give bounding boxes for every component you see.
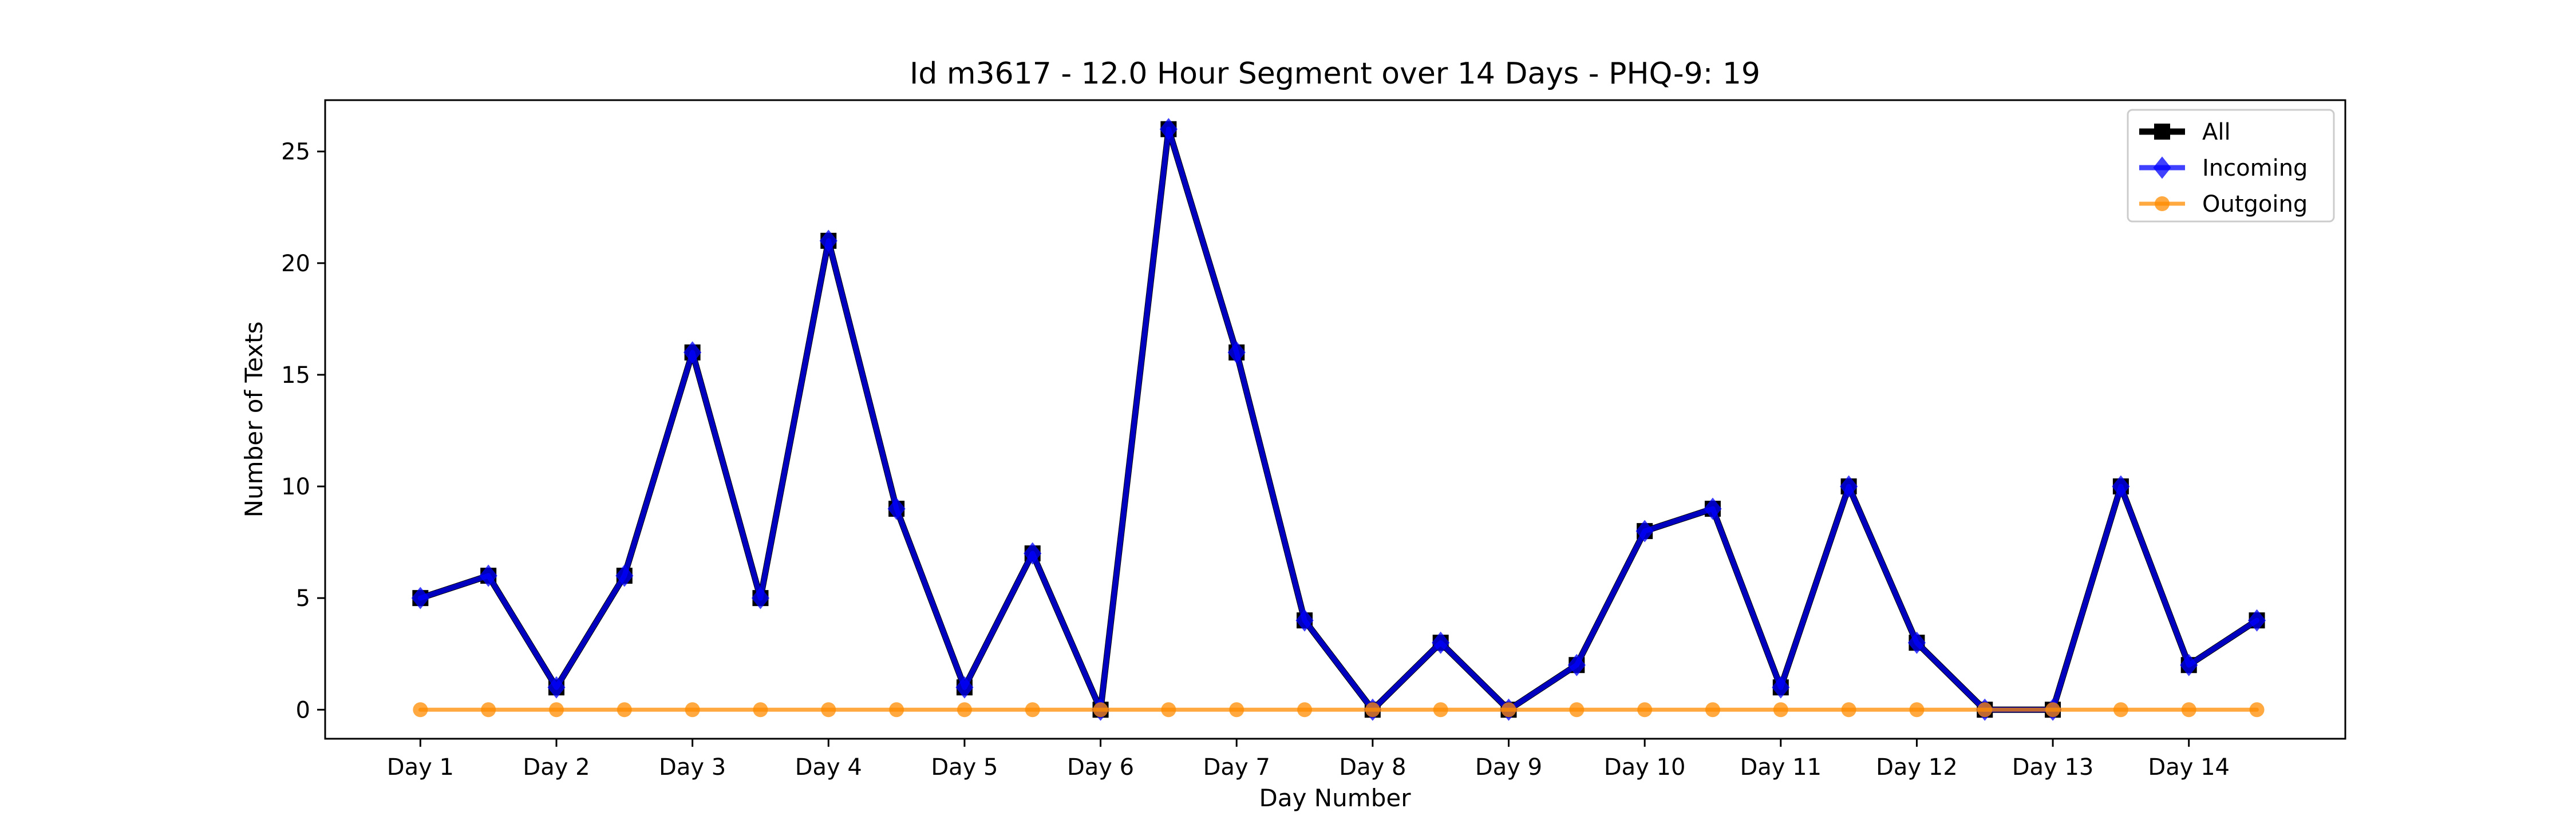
data-point-outgoing xyxy=(1909,702,1925,718)
data-point-incoming xyxy=(751,587,770,609)
x-tick-label: Day 8 xyxy=(1339,754,1406,781)
series-line-incoming xyxy=(417,126,2259,712)
data-point-outgoing xyxy=(1569,702,1585,718)
x-tick-label: Day 1 xyxy=(387,754,454,781)
data-point-outgoing xyxy=(481,702,496,718)
data-point-outgoing xyxy=(413,702,428,718)
data-point-incoming xyxy=(1704,497,1722,520)
x-tick-label: Day 2 xyxy=(523,754,590,781)
data-point-outgoing xyxy=(2181,702,2196,718)
data-point-outgoing xyxy=(617,702,632,718)
x-tick-label: Day 10 xyxy=(1604,754,1686,781)
x-tick-label: Day 3 xyxy=(659,754,726,781)
data-point-outgoing xyxy=(1433,702,1448,718)
data-point-incoming xyxy=(1159,118,1178,141)
x-axis-label: Day Number xyxy=(1259,784,1411,812)
y-tick-label: 20 xyxy=(281,251,310,277)
data-point-incoming xyxy=(1635,520,1654,542)
data-point-incoming xyxy=(479,564,497,587)
data-point-incoming xyxy=(955,676,974,699)
data-point-outgoing xyxy=(2113,702,2128,718)
data-point-outgoing xyxy=(1297,702,1313,718)
data-point-incoming xyxy=(683,341,702,364)
data-point-incoming xyxy=(1840,475,1858,498)
y-tick-label: 0 xyxy=(296,697,310,723)
data-point-outgoing xyxy=(1093,702,1108,718)
data-point-incoming xyxy=(887,497,906,520)
data-point-incoming xyxy=(1432,631,1450,654)
data-point-incoming xyxy=(1295,609,1314,632)
axes-frame xyxy=(324,99,2346,740)
data-point-outgoing xyxy=(889,702,904,718)
data-point-outgoing xyxy=(1705,702,1720,718)
x-tick-label: Day 7 xyxy=(1203,754,1270,781)
x-tick-label: Day 5 xyxy=(931,754,998,781)
x-tick-label: Day 14 xyxy=(2148,754,2230,781)
data-point-incoming xyxy=(1907,631,1926,654)
legend: All Incoming Outgoing xyxy=(2127,109,2335,223)
data-point-incoming xyxy=(819,229,837,252)
legend-label-outgoing: Outgoing xyxy=(2202,191,2308,217)
y-tick-label: 5 xyxy=(296,585,310,612)
x-tick-label: Day 9 xyxy=(1475,754,1542,781)
data-point-outgoing xyxy=(1501,702,1516,718)
data-point-incoming xyxy=(547,676,566,699)
data-point-outgoing xyxy=(1365,702,1380,718)
data-point-outgoing xyxy=(548,702,564,718)
data-point-incoming xyxy=(2180,653,2198,676)
data-point-outgoing xyxy=(1637,702,1653,718)
data-point-outgoing xyxy=(685,702,700,718)
data-point-incoming xyxy=(1227,341,1246,364)
x-tick-label: Day 6 xyxy=(1067,754,1134,781)
legend-swatch-marker-outgoing xyxy=(2155,196,2170,211)
x-tick-label: Day 12 xyxy=(1876,754,1958,781)
data-point-outgoing xyxy=(821,702,836,718)
data-point-outgoing xyxy=(753,702,768,718)
data-point-incoming xyxy=(2112,475,2130,498)
data-point-outgoing xyxy=(1025,702,1040,718)
data-point-outgoing xyxy=(1229,702,1244,718)
data-point-outgoing xyxy=(1841,702,1856,718)
data-point-incoming xyxy=(2247,609,2266,632)
data-point-outgoing xyxy=(1977,702,1993,718)
series-outgoing xyxy=(413,702,2265,718)
y-axis-label: Number of Texts xyxy=(240,322,268,518)
data-point-outgoing xyxy=(2045,702,2061,718)
y-tick-label: 25 xyxy=(281,139,310,165)
data-point-outgoing xyxy=(2249,702,2265,718)
legend-label-all: All xyxy=(2202,119,2231,145)
x-tick-label: Day 11 xyxy=(1740,754,1822,781)
x-tick-label: Day 4 xyxy=(795,754,862,781)
data-point-outgoing xyxy=(957,702,972,718)
y-tick-label: 10 xyxy=(281,474,310,500)
legend-label-incoming: Incoming xyxy=(2202,155,2308,181)
data-point-incoming xyxy=(1567,653,1586,676)
chart-title: Id m3617 - 12.0 Hour Segment over 14 Day… xyxy=(910,57,1760,91)
data-point-incoming xyxy=(1772,676,1790,699)
data-point-incoming xyxy=(615,564,634,587)
plot-area: 0 5 10 15 20 25 Day 1 Day 2 Day 3 Day 4 Day 5 Day 6… xyxy=(281,99,2346,781)
y-tick-label: 15 xyxy=(281,362,310,389)
data-point-outgoing xyxy=(1161,702,1176,718)
x-tick-label: Day 13 xyxy=(2012,754,2094,781)
data-point-incoming xyxy=(1024,542,1042,565)
legend-swatch-marker-all xyxy=(2154,124,2170,140)
data-point-outgoing xyxy=(1773,702,1788,718)
legend-box xyxy=(2127,109,2335,223)
legend-swatch-marker-incoming xyxy=(2153,156,2171,179)
data-point-incoming xyxy=(411,587,429,609)
